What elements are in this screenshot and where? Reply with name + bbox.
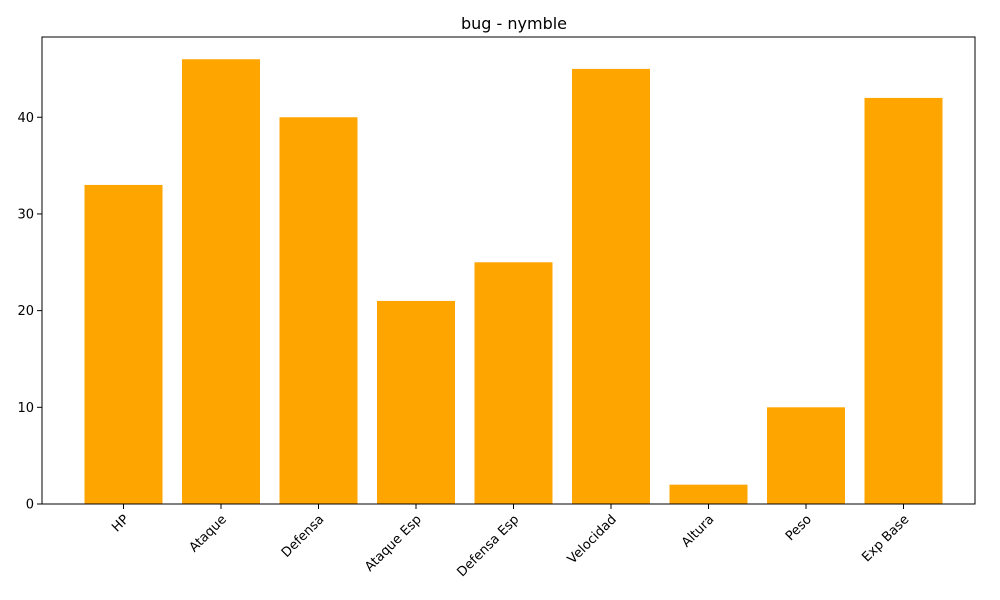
x-tick-label: Exp Base	[859, 512, 912, 565]
x-tick-label: Altura	[679, 512, 717, 550]
x-tick-label: HP	[109, 512, 132, 535]
x-tick-label: Defensa	[279, 512, 327, 560]
chart-title: bug - nymble	[461, 14, 567, 33]
bar-altura	[669, 484, 748, 504]
bar-hp	[84, 184, 163, 504]
bar-defensa	[279, 117, 358, 504]
plot-frame	[41, 36, 976, 505]
y-tick-label: 20	[17, 304, 34, 319]
x-tick-label: Ataque Esp	[362, 512, 425, 575]
x-tick-label: Velocidad	[565, 512, 620, 567]
bars-group	[84, 59, 943, 505]
x-tick-label: Ataque	[187, 512, 230, 555]
bar-defensa-esp	[474, 262, 553, 504]
bar-peso	[767, 407, 845, 504]
bar-velocidad	[572, 68, 650, 504]
y-axis: 0 10 20 30 40	[17, 111, 42, 513]
y-tick-label: 30	[17, 207, 34, 222]
y-tick-label: 40	[17, 111, 34, 126]
y-tick-label: 10	[17, 401, 34, 416]
x-tick-label: Peso	[783, 512, 815, 544]
y-tick-label: 0	[26, 498, 34, 513]
x-tick-label: Defensa Esp	[454, 512, 522, 580]
bar-ataque	[182, 59, 260, 504]
bar-ataque-esp	[377, 300, 455, 504]
bar-exp-base	[864, 97, 943, 505]
x-axis: HP Ataque Defensa Ataque Esp Defensa Esp Velo…	[109, 504, 912, 580]
